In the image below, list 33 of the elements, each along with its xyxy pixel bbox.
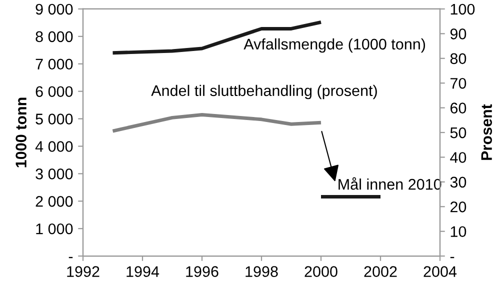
- y2-axis-title: Prosent: [481, 104, 492, 160]
- series-label: Andel til sluttbehandling (prosent): [151, 84, 377, 100]
- series-label: Avfallsmengde (1000 tonn): [244, 38, 426, 53]
- y-tick-label: -: [68, 256, 73, 258]
- y2-tick-label: 80: [450, 53, 466, 64]
- y-tick-label: 2 000: [36, 196, 73, 207]
- y2-tick-label: 50: [450, 127, 466, 138]
- x-tick-label: 1998: [246, 266, 278, 277]
- line-series: [111, 112, 323, 133]
- x-tick-label: 2000: [304, 266, 338, 277]
- x-tick-label: 1992: [67, 266, 100, 277]
- y-tick-label: 5 000: [36, 114, 73, 124]
- y2-tick-label: 100: [450, 4, 475, 15]
- x-tick-label: 1994: [126, 266, 160, 277]
- y2-tick-label: -: [450, 256, 454, 258]
- y-tick-label: 8 000: [36, 31, 73, 42]
- y2-tick-label: 30: [450, 176, 466, 188]
- y-tick-label: 7 000: [36, 58, 73, 70]
- x-tick-label: 2002: [364, 266, 397, 277]
- y2-tick-label: 70: [450, 78, 466, 89]
- y-tick-label: 6 000: [36, 86, 73, 98]
- y2-tick-label: 10: [450, 226, 466, 238]
- y-tick-label: 3 000: [36, 168, 73, 180]
- y2-tick-label: 90: [450, 28, 466, 40]
- y-axis-title: 1000 tonn: [16, 98, 26, 168]
- y-tick-label: 4 000: [35, 141, 73, 152]
- x-tick-label: 1996: [186, 266, 218, 277]
- x-tick-label: 2004: [424, 266, 457, 277]
- y2-tick-label: 40: [450, 152, 466, 163]
- y2-tick-label: 60: [450, 102, 466, 114]
- y-tick-label: 9 000: [36, 4, 73, 15]
- y2-tick-label: 20: [450, 202, 466, 212]
- y-tick-label: 1 000: [36, 223, 73, 234]
